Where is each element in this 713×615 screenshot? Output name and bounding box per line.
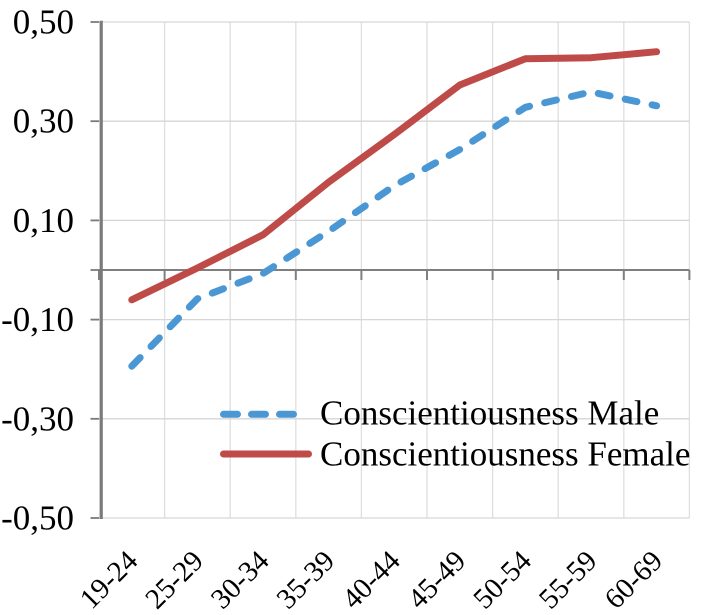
svg-text:19-24: 19-24 <box>74 544 145 615</box>
svg-text:25-29: 25-29 <box>139 545 209 615</box>
svg-text:60-69: 60-69 <box>599 545 669 615</box>
svg-text:30-34: 30-34 <box>205 544 276 615</box>
svg-text:50-54: 50-54 <box>467 544 538 615</box>
svg-text:0,50: 0,50 <box>13 3 74 42</box>
svg-text:0,30: 0,30 <box>13 102 74 141</box>
svg-text:-0,50: -0,50 <box>1 499 74 538</box>
svg-text:55-59: 55-59 <box>533 545 603 615</box>
svg-text:40-44: 40-44 <box>336 544 407 615</box>
svg-text:0,10: 0,10 <box>13 201 74 240</box>
svg-text:Conscientiousness Male: Conscientiousness Male <box>320 394 659 433</box>
svg-text:-0,30: -0,30 <box>1 399 74 438</box>
svg-text:Conscientiousness Female: Conscientiousness Female <box>320 435 690 474</box>
svg-text:-0,10: -0,10 <box>1 300 74 339</box>
svg-text:35-39: 35-39 <box>271 545 341 615</box>
svg-text:45-49: 45-49 <box>402 545 472 615</box>
